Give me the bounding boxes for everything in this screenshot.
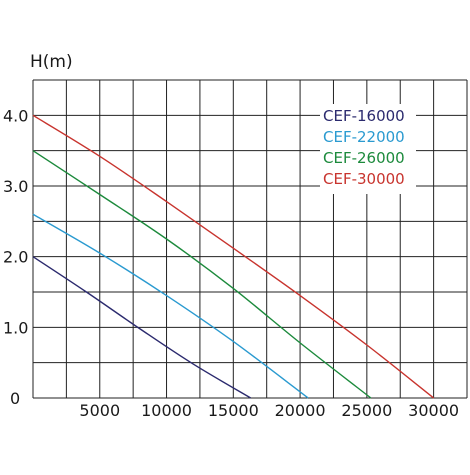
y-tick-label: 3.0 bbox=[3, 177, 28, 196]
x-tick-label: 20000 bbox=[275, 401, 326, 420]
series-line-cef-26000 bbox=[32, 150, 372, 399]
legend-box bbox=[320, 104, 416, 194]
legend: CEF-16000 CEF-22000 CEF-26000 CEF-30000 bbox=[320, 104, 416, 194]
y-tick-label: 0 bbox=[10, 389, 20, 408]
x-tick-label: 15000 bbox=[208, 401, 259, 420]
series-line-cef-16000 bbox=[32, 256, 252, 399]
legend-entry: CEF-26000 bbox=[323, 149, 405, 167]
legend-entry: CEF-30000 bbox=[323, 170, 405, 188]
x-tick-label: 30000 bbox=[408, 401, 459, 420]
x-tick-label: 25000 bbox=[341, 401, 392, 420]
y-tick-label: 1.0 bbox=[3, 318, 28, 337]
series-line-cef-22000 bbox=[32, 213, 309, 399]
legend-entry: CEF-16000 bbox=[323, 107, 405, 125]
series-lines bbox=[32, 114, 435, 399]
x-tick-label: 5000 bbox=[79, 401, 120, 420]
series-line-cef-30000 bbox=[32, 114, 435, 399]
y-tick-label: 4.0 bbox=[3, 106, 28, 125]
y-axis-label: H(m) bbox=[30, 52, 73, 72]
legend-entry: CEF-22000 bbox=[323, 128, 405, 146]
x-tick-label: 10000 bbox=[141, 401, 192, 420]
tick-labels: 5000 10000 15000 20000 25000 30000 0 1.0 2.0 3.0 4… bbox=[3, 106, 459, 420]
y-tick-label: 2.0 bbox=[3, 248, 28, 267]
